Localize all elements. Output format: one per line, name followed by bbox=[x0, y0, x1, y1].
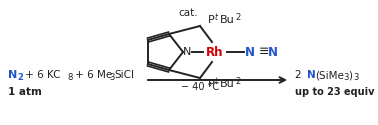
Text: Bu: Bu bbox=[220, 79, 235, 89]
Text: cat.: cat. bbox=[178, 8, 198, 18]
Text: N: N bbox=[8, 70, 17, 80]
Text: P: P bbox=[208, 15, 215, 25]
Text: ): ) bbox=[348, 70, 352, 80]
Text: 2: 2 bbox=[295, 70, 305, 80]
Text: t: t bbox=[215, 76, 218, 86]
Text: SiCl: SiCl bbox=[114, 70, 134, 80]
Text: 3: 3 bbox=[353, 73, 358, 82]
Text: N: N bbox=[183, 47, 191, 57]
Text: t: t bbox=[215, 12, 218, 22]
Text: up to 23 equiv: up to 23 equiv bbox=[295, 87, 375, 97]
Text: Rh: Rh bbox=[206, 46, 224, 59]
Text: 1 atm: 1 atm bbox=[8, 87, 42, 97]
Text: N: N bbox=[245, 46, 255, 59]
Text: + 6 Me: + 6 Me bbox=[72, 70, 112, 80]
Text: N: N bbox=[268, 46, 278, 59]
Text: P: P bbox=[208, 79, 215, 89]
Text: − 40 °C: − 40 °C bbox=[181, 82, 219, 92]
Text: ≡: ≡ bbox=[259, 46, 270, 59]
Text: 3: 3 bbox=[109, 73, 115, 82]
Text: 2: 2 bbox=[235, 76, 240, 86]
Text: (SiMe: (SiMe bbox=[315, 70, 344, 80]
Text: Bu: Bu bbox=[220, 15, 235, 25]
Text: + 6 KC: + 6 KC bbox=[22, 70, 60, 80]
Text: 2: 2 bbox=[235, 12, 240, 22]
Text: N: N bbox=[307, 70, 316, 80]
Text: 2: 2 bbox=[17, 73, 23, 82]
Text: 8: 8 bbox=[67, 73, 72, 82]
Text: 3: 3 bbox=[343, 73, 349, 82]
